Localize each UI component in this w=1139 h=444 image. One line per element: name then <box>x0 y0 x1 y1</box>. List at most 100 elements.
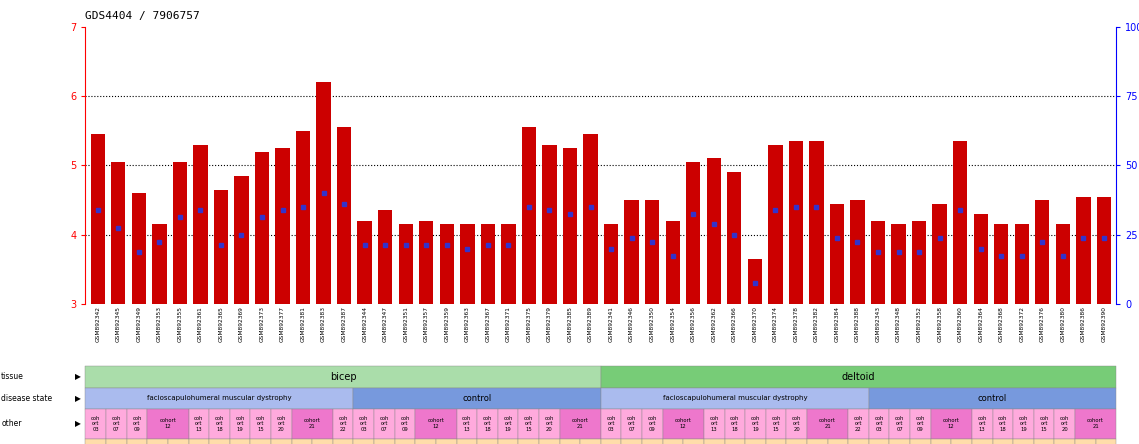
Text: GSM892356: GSM892356 <box>690 306 696 342</box>
Text: GSM892380: GSM892380 <box>1060 306 1065 342</box>
Text: GSM892357: GSM892357 <box>424 306 428 342</box>
Bar <box>296 131 310 304</box>
Text: coh
ort
19: coh ort 19 <box>503 416 513 432</box>
Bar <box>276 148 289 304</box>
Text: GSM892352: GSM892352 <box>917 306 921 342</box>
Text: GSM892349: GSM892349 <box>137 306 141 342</box>
Bar <box>91 134 105 304</box>
Text: GSM892362: GSM892362 <box>711 306 716 342</box>
Bar <box>851 200 865 304</box>
Text: cohort
12: cohort 12 <box>674 418 691 429</box>
Bar <box>809 141 823 304</box>
Bar <box>214 190 228 304</box>
Text: GSM892361: GSM892361 <box>198 306 203 342</box>
Text: coh
ort
18: coh ort 18 <box>730 416 739 432</box>
Text: ▶: ▶ <box>74 373 81 381</box>
Text: coh
ort
20: coh ort 20 <box>1060 416 1070 432</box>
Bar <box>255 151 269 304</box>
Text: GSM892389: GSM892389 <box>588 306 593 342</box>
Text: coh
ort
07: coh ort 07 <box>895 416 904 432</box>
Bar <box>974 214 988 304</box>
Text: GSM892363: GSM892363 <box>465 306 470 342</box>
Bar <box>665 221 680 304</box>
Text: GSM892348: GSM892348 <box>896 306 901 342</box>
Text: coh
ort
20: coh ort 20 <box>277 416 286 432</box>
Bar <box>1076 197 1090 304</box>
Bar <box>419 221 434 304</box>
Text: GSM892360: GSM892360 <box>958 306 962 342</box>
Text: GSM892350: GSM892350 <box>649 306 655 342</box>
Text: GSM892347: GSM892347 <box>383 306 387 342</box>
Bar <box>378 210 393 304</box>
Text: coh
ort
13: coh ort 13 <box>710 416 719 432</box>
Bar <box>624 200 639 304</box>
Text: GSM892374: GSM892374 <box>773 306 778 342</box>
Bar <box>830 203 844 304</box>
Text: cohort
21: cohort 21 <box>1087 418 1104 429</box>
Text: coh
ort
20: coh ort 20 <box>544 416 554 432</box>
Bar <box>1097 197 1111 304</box>
Text: coh
ort
13: coh ort 13 <box>462 416 472 432</box>
Bar <box>460 224 475 304</box>
Text: GSM892378: GSM892378 <box>794 306 798 342</box>
Bar <box>235 176 248 304</box>
Text: GSM892375: GSM892375 <box>526 306 532 342</box>
Bar <box>173 162 187 304</box>
Text: GSM892377: GSM892377 <box>280 306 285 342</box>
Bar <box>132 193 146 304</box>
Text: cohort
12: cohort 12 <box>427 418 444 429</box>
Bar <box>501 224 516 304</box>
Bar <box>871 221 885 304</box>
Text: GSM892353: GSM892353 <box>157 306 162 342</box>
Text: GSM892343: GSM892343 <box>876 306 880 342</box>
Text: cohort
12: cohort 12 <box>943 418 960 429</box>
Bar <box>542 145 557 304</box>
Bar <box>481 224 495 304</box>
Text: coh
ort
15: coh ort 15 <box>1040 416 1049 432</box>
Text: coh
ort
19: coh ort 19 <box>1018 416 1029 432</box>
Bar <box>563 148 577 304</box>
Text: cohort
21: cohort 21 <box>304 418 321 429</box>
Text: cohort
21: cohort 21 <box>819 418 836 429</box>
Text: GSM892366: GSM892366 <box>731 306 737 342</box>
Bar <box>994 224 1008 304</box>
Text: coh
ort
03: coh ort 03 <box>91 416 100 432</box>
Bar <box>727 172 741 304</box>
Text: facioscapulohumeral muscular dystrophy: facioscapulohumeral muscular dystrophy <box>147 395 292 401</box>
Text: GSM892386: GSM892386 <box>1081 306 1085 342</box>
Text: GSM892382: GSM892382 <box>814 306 819 342</box>
Bar <box>1015 224 1029 304</box>
Text: cohort
21: cohort 21 <box>572 418 589 429</box>
Bar <box>645 200 659 304</box>
Bar <box>317 82 330 304</box>
Text: GSM892390: GSM892390 <box>1101 306 1106 342</box>
Text: GSM892368: GSM892368 <box>999 306 1003 342</box>
Bar <box>747 259 762 304</box>
Text: coh
ort
03: coh ort 03 <box>359 416 368 432</box>
Text: GSM892344: GSM892344 <box>362 306 367 342</box>
Text: GSM892346: GSM892346 <box>629 306 634 342</box>
Bar <box>933 203 947 304</box>
Text: GSM892351: GSM892351 <box>403 306 408 342</box>
Text: coh
ort
07: coh ort 07 <box>112 416 121 432</box>
Text: tissue: tissue <box>1 373 24 381</box>
Text: GSM892355: GSM892355 <box>178 306 182 342</box>
Text: coh
ort
13: coh ort 13 <box>194 416 204 432</box>
Bar <box>686 162 700 304</box>
Text: GSM892388: GSM892388 <box>855 306 860 342</box>
Bar <box>706 159 721 304</box>
Text: coh
ort
15: coh ort 15 <box>771 416 780 432</box>
Text: GSM892383: GSM892383 <box>321 306 326 342</box>
Text: GSM892365: GSM892365 <box>219 306 223 342</box>
Bar <box>112 162 125 304</box>
Text: coh
ort
22: coh ort 22 <box>854 416 863 432</box>
Text: GSM892371: GSM892371 <box>506 306 511 342</box>
Text: control: control <box>978 394 1007 403</box>
Text: coh
ort
07: coh ort 07 <box>628 416 637 432</box>
Text: coh
ort
07: coh ort 07 <box>379 416 390 432</box>
Text: coh
ort
15: coh ort 15 <box>256 416 265 432</box>
Text: coh
ort
18: coh ort 18 <box>483 416 492 432</box>
Text: GSM892359: GSM892359 <box>444 306 449 342</box>
Text: coh
ort
15: coh ort 15 <box>524 416 533 432</box>
Text: coh
ort
18: coh ort 18 <box>998 416 1008 432</box>
